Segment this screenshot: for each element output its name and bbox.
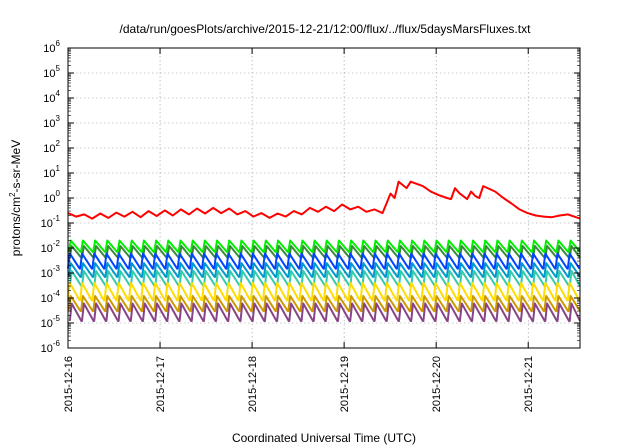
series-line-3 (67, 252, 581, 270)
x-axis-ticks: 2015-12-16 2015-12-17 2015-12-18 2015-12-19… (63, 48, 535, 412)
x-tick-label: 2015-12-20 (431, 356, 443, 412)
y-axis-ticks: 106 105 104 103 102 101 100 10-1 10-2 10-3 10-4 10-… (41, 39, 580, 355)
y-tick-label: 100 (43, 189, 60, 205)
y-tick-label: 106 (43, 39, 60, 55)
x-tick-label: 2015-12-21 (523, 356, 535, 412)
x-tick-label: 2015-12-18 (247, 356, 259, 412)
chart-title: /data/run/goesPlots/archive/2015-12-21/1… (120, 22, 532, 36)
y-tick-label: 104 (43, 89, 60, 105)
x-axis-label: Coordinated Universal Time (UTC) (232, 431, 416, 445)
y-tick-label: 105 (43, 64, 60, 80)
y-tick-label: 10-3 (41, 264, 61, 280)
x-tick-label: 2015-12-16 (63, 356, 75, 412)
series-group (67, 180, 581, 322)
y-tick-label: 101 (43, 164, 60, 180)
y-tick-label: 103 (43, 114, 60, 130)
series-line-1 (67, 239, 581, 253)
series-line-8 (68, 302, 581, 322)
y-axis-label: protons/cm2-s-sr-MeV (8, 140, 23, 256)
x-tick-label: 2015-12-19 (339, 356, 351, 412)
y-tick-label: 10-2 (41, 239, 61, 255)
x-tick-label: 2015-12-17 (155, 356, 167, 412)
series-line-7 (67, 295, 581, 313)
y-tick-label: 10-1 (41, 214, 61, 230)
series-line-0 (67, 180, 581, 220)
y-tick-label: 10-4 (41, 289, 61, 305)
y-tick-label: 10-5 (41, 314, 61, 330)
series-line-4 (67, 262, 581, 278)
y-tick-label: 10-6 (41, 339, 61, 355)
y-tick-label: 102 (43, 139, 60, 155)
series-line-6 (67, 281, 581, 302)
